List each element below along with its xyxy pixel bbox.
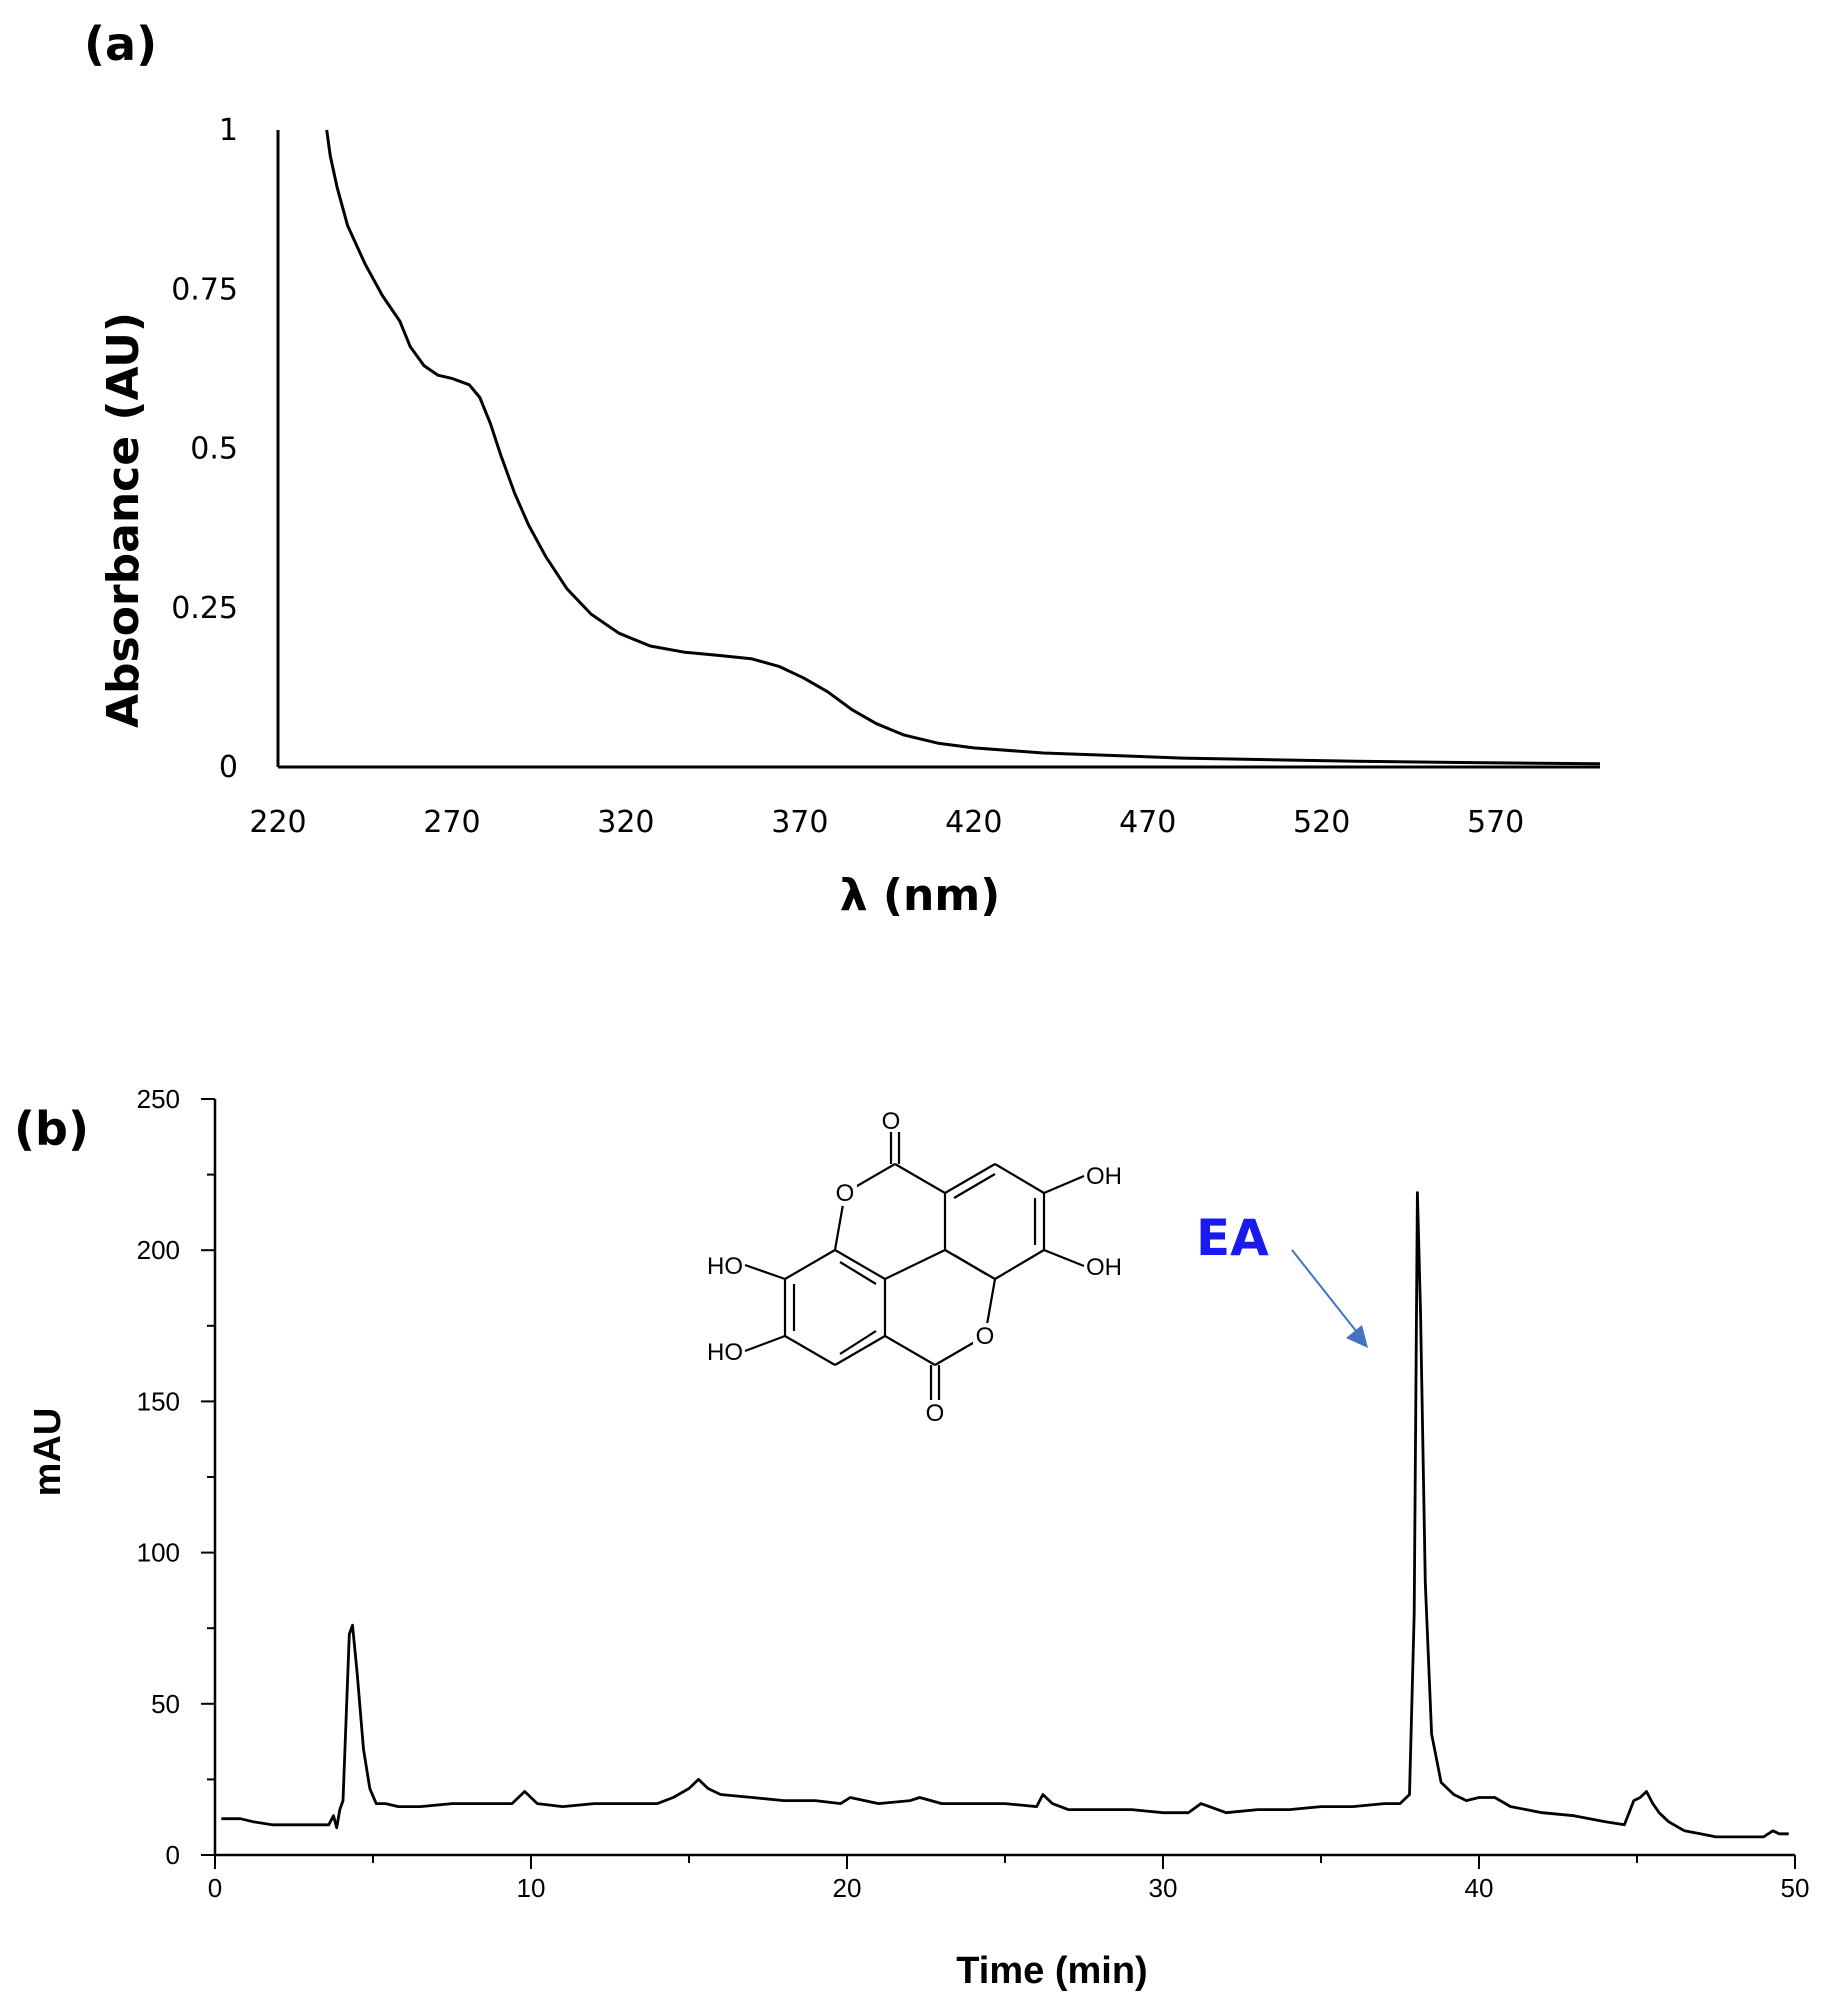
ellagic-acid-atoms: O O O O OH OH HO HO [707, 1108, 1122, 1427]
chart-a-axes [276, 130, 1600, 769]
chart-a-y-tick-label: 1 [219, 113, 238, 148]
chart-b-ticks: 0 10 20 30 40 50 0 50 100 150 200 250 [137, 1084, 1810, 1903]
atom-oh-upper-right: OH [1086, 1163, 1122, 1190]
chart-a-x-tick-label: 570 [1467, 805, 1524, 840]
chart-b-x-tick-label: 50 [1781, 1873, 1810, 1903]
chart-a-series-line [325, 129, 1601, 766]
chart-a-x-tick-label: 270 [423, 805, 480, 840]
chart-a-x-tick-label: 520 [1293, 805, 1350, 840]
atom-ho-lower-left: HO [707, 1339, 743, 1366]
chart-a-series [325, 129, 1601, 766]
atom-oh-lower-right: OH [1086, 1254, 1122, 1281]
chart-b-series-line [221, 1191, 1789, 1839]
chart-a-x-tick-label: 470 [1119, 805, 1176, 840]
chart-a: 220 270 320 370 420 470 520 570 0 0.25 0.5 0.75 1 λ … [98, 113, 1601, 921]
chart-a-ylabel: Absorbance (AU) [98, 312, 149, 728]
chart-a-x-tick-label: 220 [249, 805, 306, 840]
chart-b-xlabel: Time (min) [956, 1950, 1147, 1992]
chart-b-ylabel: mAU [27, 1408, 69, 1497]
chart-b: 0 10 20 30 40 50 0 50 100 150 200 250 Time (min) mA… [27, 1084, 1809, 1992]
chart-a-y-tick-label: 0.75 [171, 272, 238, 307]
chart-b-axes [201, 1098, 1796, 1869]
panel-label-a: (a) [84, 17, 157, 71]
panel-label-b: (b) [14, 1102, 89, 1156]
chart-a-x-tick-label: 320 [597, 805, 654, 840]
chart-b-y-tick-label: 150 [137, 1386, 180, 1416]
chart-a-y-tick-label: 0.25 [171, 591, 238, 626]
chart-a-y-tick-label: 0 [219, 750, 238, 785]
chart-a-xlabel: λ (nm) [840, 870, 1001, 921]
atom-o-ring-lower: O [976, 1323, 995, 1350]
chart-b-y-tick-label: 100 [137, 1538, 180, 1568]
chart-b-y-tick-label: 0 [166, 1840, 180, 1870]
chart-a-x-tick-label: 370 [771, 805, 828, 840]
chart-b-series [221, 1191, 1789, 1839]
chart-b-x-tick-label: 40 [1465, 1873, 1494, 1903]
ellagic-acid-structure [744, 1128, 1085, 1400]
chart-b-y-tick-label: 250 [137, 1084, 180, 1114]
ea-arrow [1291, 1249, 1361, 1337]
chart-a-ticks: 220 270 320 370 420 470 520 570 0 0.25 0.5 0.75 1 [171, 113, 1524, 840]
chart-b-x-tick-label: 20 [833, 1873, 862, 1903]
chart-b-y-tick-label: 200 [137, 1235, 180, 1265]
chart-a-y-tick-label: 0.5 [190, 432, 238, 467]
ea-arrow-head [1346, 1325, 1368, 1348]
chart-b-x-tick-label: 0 [208, 1873, 222, 1903]
atom-ho-upper-left: HO [707, 1253, 743, 1280]
atom-o-bottom: O [926, 1400, 945, 1427]
chart-b-x-tick-label: 30 [1149, 1873, 1178, 1903]
atom-o-top: O [882, 1108, 901, 1135]
ea-label: EA [1196, 1209, 1269, 1267]
chart-a-x-tick-label: 420 [945, 805, 1002, 840]
chart-b-y-tick-label: 50 [151, 1689, 180, 1719]
ea-annotation: EA [1196, 1209, 1368, 1348]
atom-o-ring-upper: O [836, 1180, 855, 1207]
chart-b-x-tick-label: 10 [517, 1873, 546, 1903]
